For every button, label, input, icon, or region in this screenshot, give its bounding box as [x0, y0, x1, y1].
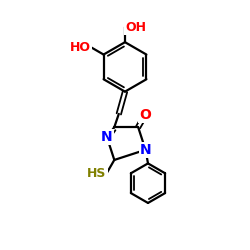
Text: HS: HS — [87, 167, 107, 180]
Text: O: O — [140, 108, 151, 122]
Text: N: N — [140, 143, 151, 157]
Text: N: N — [101, 130, 113, 144]
Text: OH: OH — [125, 21, 146, 34]
Text: HO: HO — [70, 40, 91, 54]
